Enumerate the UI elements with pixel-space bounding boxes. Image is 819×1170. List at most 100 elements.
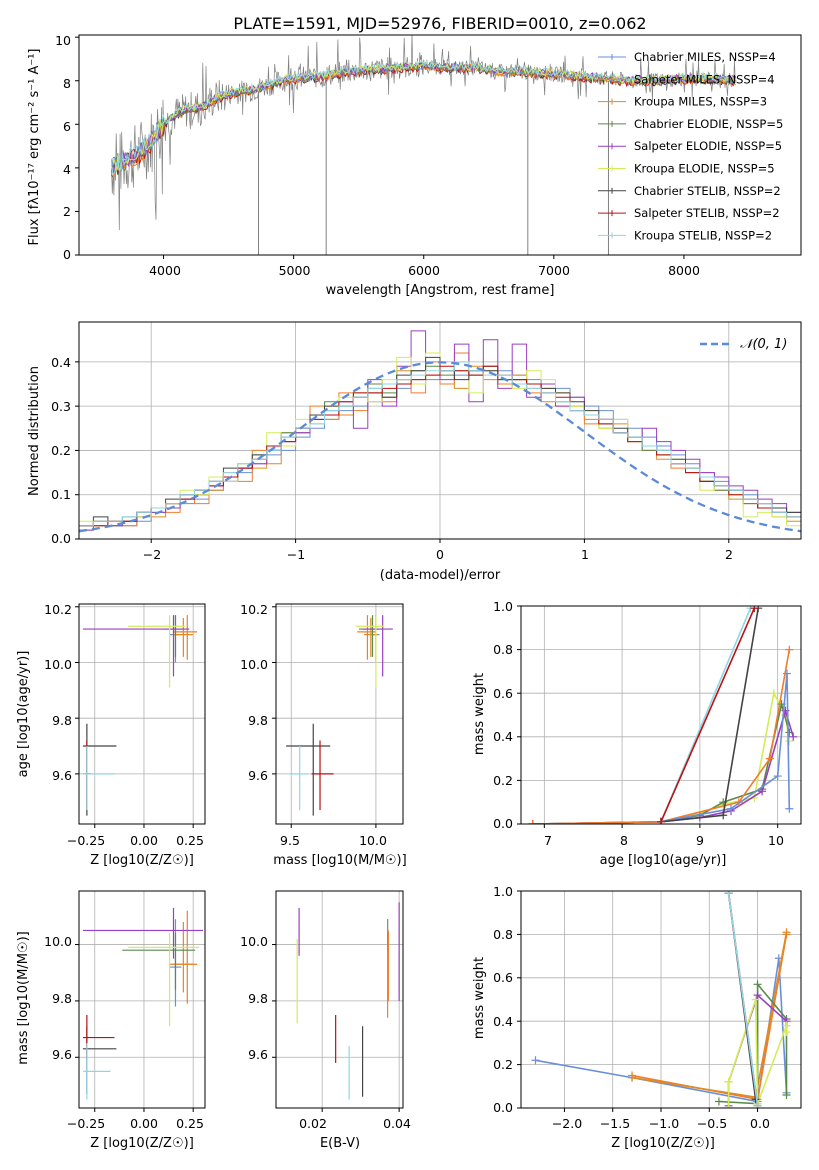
plot-content — [276, 891, 403, 1108]
mass-weight-marker-kroupa_miles — [628, 1073, 637, 1082]
plot-frame — [78, 34, 802, 256]
legend-label: Salpeter MILES, NSSP=4 — [634, 72, 775, 86]
y-ticks: 9.6 9.8 10.0 10.2 — [44, 602, 72, 783]
mass-weight-vs-age-plot-area — [517, 605, 802, 828]
plot-content — [111, 35, 737, 255]
y-tick-label: 0.4 — [493, 1014, 513, 1029]
mass-weight-marker-chabrier_miles — [773, 772, 782, 781]
mass-weight-marker-chabrier_elodie — [714, 1097, 723, 1106]
plot-content — [79, 604, 205, 824]
mass-vs-metallicity-panel: −0.25 0.00 0.25 9.6 9.8 10.0 Z [log10(Z/… — [16, 890, 206, 1151]
y-tick-label: 9.6 — [52, 768, 72, 783]
legend-label: Salpeter STELIB, NSSP=2 — [634, 206, 780, 220]
residual-legend: 𝒩(0, 1) — [700, 337, 787, 352]
plot-content — [521, 891, 801, 1108]
x-tick-label: 0.25 — [176, 833, 204, 848]
spectrum-y-label: Flux [fλ10⁻¹⁷ erg cm⁻² s⁻¹ A⁻¹] — [27, 49, 42, 246]
spectrum-y-ticks: 0 2 4 6 8 10 — [55, 33, 71, 262]
x-tick-label: 6000 — [408, 263, 440, 278]
normal-curve — [79, 361, 801, 533]
y-ticks: 0.0 0.2 0.4 0.6 0.8 1.0 — [493, 884, 513, 1115]
mass-weight-marker-kroupa_stelib — [724, 891, 733, 898]
y-tick-label: 9.6 — [248, 768, 268, 783]
x-ticks: 9.5 10.0 — [280, 833, 387, 848]
x-tick-label: −0.5 — [697, 1116, 727, 1131]
y-tick-label: 0.8 — [493, 642, 513, 657]
y-tick-label: 0.4 — [51, 355, 71, 370]
y-axis-label: age [log10(age/yr)] — [16, 651, 31, 778]
x-tick-label: 0.00 — [130, 1116, 158, 1131]
x-tick-label: 7000 — [538, 263, 570, 278]
y-tick-label: 9.8 — [248, 991, 268, 1006]
legend-label: Salpeter ELODIE, NSSP=5 — [634, 139, 782, 153]
mass-weight-marker-kroupa_elodie — [782, 1028, 791, 1037]
mass-weight-marker-chabrier_elodie — [753, 980, 762, 989]
y-tick-label: 9.8 — [52, 991, 72, 1006]
y-tick-label: 0.2 — [51, 443, 71, 458]
y-tick-label: 10.0 — [44, 934, 72, 949]
mass-weight-marker-salpeter_elodie — [789, 732, 798, 741]
y-tick-label: 6 — [63, 119, 71, 134]
x-tick-label: 9.5 — [280, 833, 300, 848]
residual-plot-area — [75, 321, 802, 543]
spectrum-legend: Chabrier MILES, NSSP=4 Salpeter MILES, NS… — [598, 50, 783, 242]
model-spectrum-kroupa_elodie — [111, 60, 737, 172]
mass-weight-marker-kroupa_stelib — [753, 1101, 762, 1108]
mass-weight-marker-chabrier_miles — [783, 669, 791, 678]
plot-frame — [275, 890, 404, 1109]
plot-frame — [520, 890, 802, 1109]
plot-content — [79, 891, 205, 1108]
legend-label: Kroupa STELIB, NSSP=2 — [634, 228, 772, 242]
x-tick-label: −2.0 — [552, 1116, 582, 1131]
x-axis-label: E(B-V) — [320, 1136, 360, 1151]
x-tick-label: 10 — [768, 833, 784, 848]
x-tick-label: −0.25 — [67, 1116, 105, 1131]
x-tick-label: 10.0 — [359, 833, 387, 848]
y-tick-label: 9.8 — [52, 713, 72, 728]
y-tick-label: 10 — [55, 33, 71, 48]
mass-weight-marker-kroupa_elodie — [751, 995, 760, 1004]
x-ticks: 7 8 9 10 — [544, 833, 784, 848]
y-tick-label: 9.6 — [248, 1047, 268, 1062]
x-tick-label: 0.25 — [176, 1116, 204, 1131]
y-ticks: 9.6 9.8 10.0 10.2 — [240, 602, 268, 783]
age-vs-metallicity-panel: −0.25 0.00 0.25 9.6 9.8 10.0 10.2 Z [log… — [16, 602, 206, 868]
residual-y-label: Normed distribution — [27, 366, 42, 496]
mass-weight-vs-metallicity-panel: −2.0 −1.5 −1.0 −0.5 0.0 0.0 0.2 0.4 0.6 … — [472, 884, 802, 1151]
y-tick-label: 9.6 — [52, 1047, 72, 1062]
y-tick-label: 0.0 — [493, 816, 513, 831]
mass-weight-marker-chabrier_miles — [785, 804, 794, 813]
y-tick-label: 0.0 — [493, 1100, 513, 1115]
legend-label: Chabrier STELIB, NSSP=2 — [634, 184, 781, 198]
mass-weight-marker-kroupa_elodie — [724, 1077, 733, 1086]
y-tick-label: 10.0 — [240, 934, 268, 949]
y-tick-label: 0 — [63, 247, 71, 262]
mass-weight-marker-salpeter_stelib — [657, 817, 665, 824]
mass-weight-line-chabrier_elodie — [532, 703, 791, 824]
y-tick-label: 9.8 — [248, 713, 268, 728]
residual-x-ticks: −2 −1 0 1 2 — [143, 547, 733, 562]
x-tick-label: 5000 — [279, 263, 311, 278]
mass-weight-marker-kroupa_miles — [782, 928, 791, 937]
legend-label: Kroupa MILES, NSSP=3 — [634, 95, 767, 109]
plot-frame — [78, 890, 206, 1109]
mass-vs-metallicity-plot-area — [75, 890, 206, 1112]
age-vs-mass-plot-area — [272, 603, 404, 828]
y-ticks: 0.0 0.2 0.4 0.6 0.8 1.0 — [493, 599, 513, 831]
x-tick-label: 1 — [581, 547, 589, 562]
y-tick-label: 1.0 — [493, 884, 513, 899]
x-tick-label: 0.02 — [299, 1116, 327, 1131]
x-tick-label: −1 — [287, 547, 305, 562]
plot-frame — [78, 603, 206, 825]
spectrum-panel: PLATE=1591, MJD=52976, FIBERID=0010, z=0… — [27, 14, 802, 298]
mass-weight-marker-chabrier_miles — [727, 804, 735, 813]
y-tick-label: 0.3 — [51, 399, 71, 414]
y-tick-label: 0.1 — [51, 487, 71, 502]
y-tick-label: 0.2 — [493, 773, 513, 788]
mass-weight-line-kroupa_elodie — [532, 690, 791, 824]
x-tick-label: 0.0 — [750, 1116, 770, 1131]
x-tick-label: 9 — [696, 833, 704, 848]
mass-weight-marker-chabrier_stelib — [719, 811, 728, 820]
x-tick-label: 0 — [436, 547, 444, 562]
mass-weight-marker-salpeter_stelib — [750, 606, 759, 613]
